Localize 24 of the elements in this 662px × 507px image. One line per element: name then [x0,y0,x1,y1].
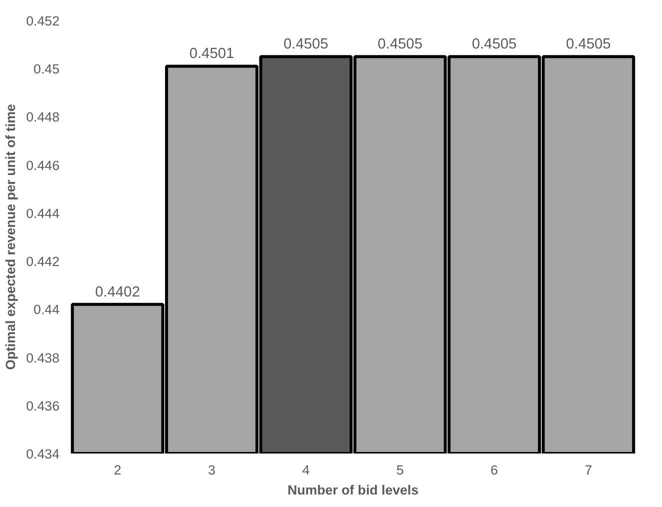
x-axis-title: Number of bid levels [287,482,419,498]
x-tick-label: 2 [114,462,122,478]
y-tick-label: 0.438 [26,350,60,366]
y-tick-label: 0.444 [26,206,60,221]
data-label: 0.4501 [189,46,234,62]
data-label: 0.4505 [284,36,328,53]
x-tick-label: 7 [584,462,592,478]
data-label: 0.4505 [378,36,422,53]
y-tick-label: 0.442 [26,254,60,270]
y-tick-label: 0.446 [26,158,60,173]
y-tick-label: 0.45 [34,62,60,77]
y-axis-title: Optimal expected revenue per unit of time [3,104,18,370]
y-tick-label: 0.436 [26,398,60,414]
x-tick-label: 4 [302,462,310,478]
y-tick-label: 0.434 [26,446,60,462]
data-label: 0.4505 [472,36,517,53]
y-tick-label: 0.452 [26,14,60,28]
x-tick-label: 5 [396,462,404,478]
y-tick-label: 0.448 [26,110,60,125]
x-tick-label: 3 [208,462,216,478]
x-tick-label: 6 [490,462,498,478]
y-tick-label: 0.44 [34,302,60,318]
data-label: 0.4402 [95,284,140,300]
data-label: 0.4505 [566,36,611,53]
